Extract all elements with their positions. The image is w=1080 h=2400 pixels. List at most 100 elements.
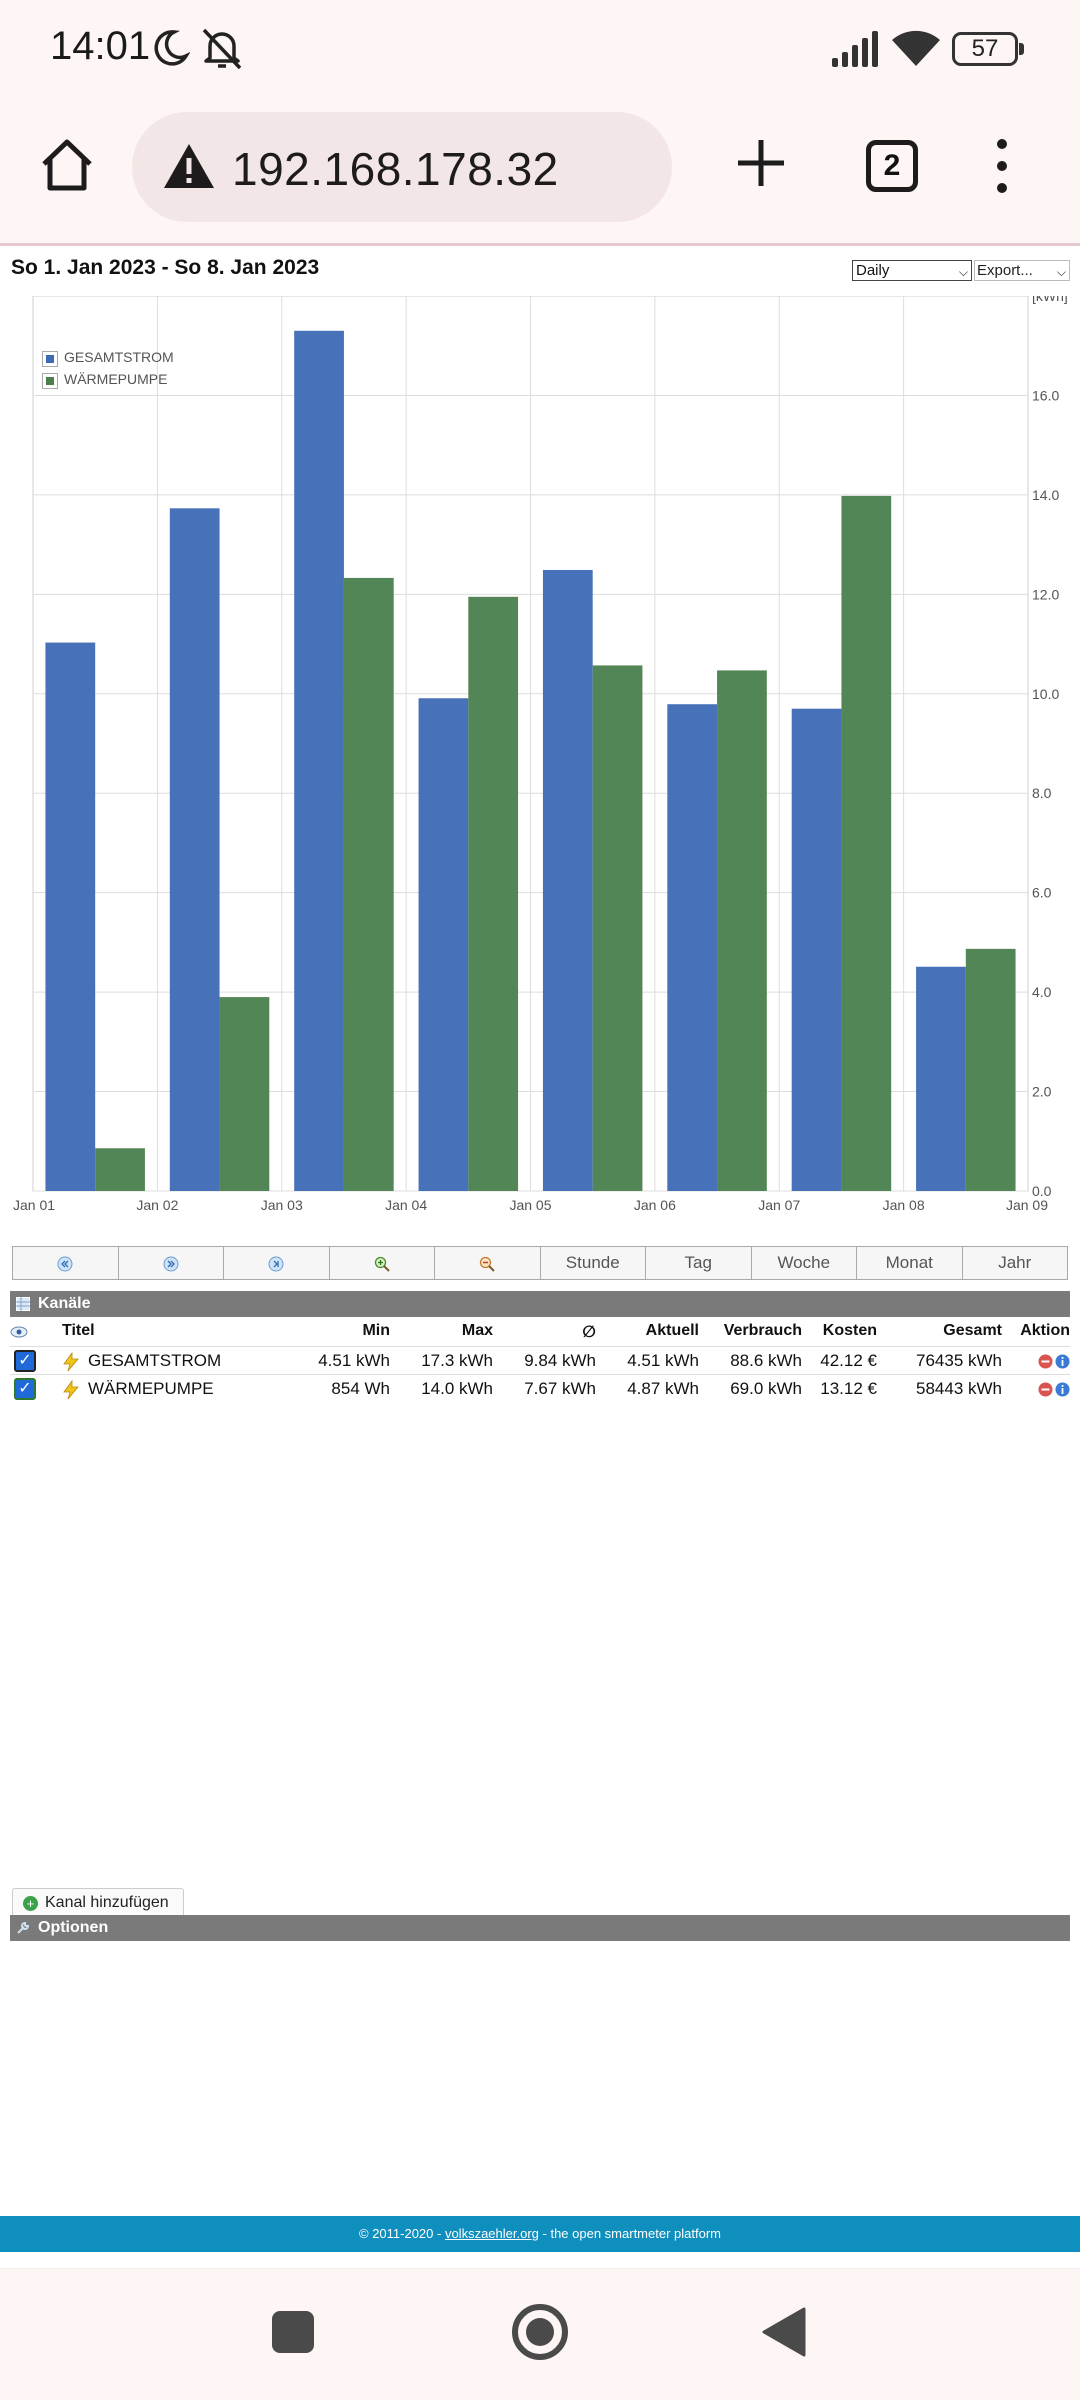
tab-switcher-button[interactable]: 2 [866,140,918,192]
add-channel-button[interactable]: + Kanal hinzufügen [12,1888,184,1918]
y-tick-label: 8.0 [1032,785,1052,801]
channel-visible-checkbox[interactable]: ✓ [14,1378,36,1400]
export-select[interactable]: Export... ⌵ [974,260,1070,281]
period-year-button[interactable]: Jahr [962,1247,1067,1279]
table-icon [16,1297,30,1311]
col-header-min: Min [362,1322,390,1339]
fast-forward-icon [163,1256,179,1272]
bar [542,569,593,1191]
y-tick-label: 4.0 [1032,984,1052,1000]
bar [45,642,96,1191]
zoom-in-icon [374,1256,390,1272]
channel-title: WÄRMEPUMPE [88,1379,214,1398]
x-tick-label: Jan 03 [261,1197,303,1213]
channel-min: 4.51 kWh [318,1351,390,1370]
recents-button[interactable] [272,2311,314,2353]
y-tick-label: 16.0 [1032,387,1059,403]
eye-icon [10,1326,28,1338]
x-tick-label: Jan 04 [385,1197,427,1213]
interval-select[interactable]: Daily ⌵ [852,260,972,281]
back-icon[interactable] [762,2307,806,2357]
status-bar: 14:01 57 [0,0,1080,100]
warning-icon[interactable] [162,142,216,190]
bar [841,495,892,1192]
col-header-consumption: Verbrauch [723,1322,802,1339]
system-navigation-bar [0,2268,1080,2400]
channel-max: 14.0 kWh [421,1379,493,1398]
footer-link[interactable]: volkszaehler.org [444,2226,539,2241]
legend-label: WÄRMEPUMPE [64,371,168,387]
footer: © 2011-2020 - volkszaehler.org - the ope… [0,2216,1080,2252]
address-bar[interactable]: 192.168.178.32 [132,112,672,222]
period-week-button[interactable]: Woche [751,1247,857,1279]
zoom-in-button[interactable] [329,1247,435,1279]
skip-end-icon [268,1256,284,1272]
channel-visible-checkbox[interactable]: ✓ [14,1350,36,1372]
system-home-button[interactable] [512,2304,568,2360]
col-header-action: Aktion [1020,1322,1070,1339]
options-section-header[interactable]: Optionen [10,1915,1070,1941]
channel-total: 76435 kWh [916,1351,1002,1370]
y-tick-label: 12.0 [1032,586,1059,602]
channel-consumption: 69.0 kWh [730,1379,802,1398]
period-month-button[interactable]: Monat [857,1247,963,1279]
chevron-down-icon: ⌵ [1056,265,1066,279]
bar [965,948,1016,1191]
battery-indicator: 57 [952,32,1024,66]
browser-toolbar: 192.168.178.32 2 [0,100,1080,240]
zoom-out-icon [480,1256,495,1272]
y-axis-unit: [kWh] [1032,296,1068,304]
interval-select-value: Daily [856,262,890,279]
channel-total: 58443 kWh [916,1379,1002,1398]
x-tick-label: Jan 05 [509,1197,551,1213]
legend-label: GESAMTSTROM [64,349,174,365]
bar [169,508,220,1191]
col-header-avg: ∅ [582,1324,596,1341]
jump-now-button[interactable] [224,1247,330,1279]
export-select-value: Export... [977,262,1033,279]
delete-icon[interactable] [1038,1354,1053,1369]
channels-section-header[interactable]: Kanäle [10,1291,1070,1317]
channel-title: GESAMTSTROM [88,1351,222,1370]
chevron-down-icon: ⌵ [958,265,968,279]
period-hour-button[interactable]: Stunde [540,1247,646,1279]
toolbar-divider [0,243,1080,246]
bar [418,698,469,1191]
jump-forward-button[interactable] [118,1247,224,1279]
x-tick-label: Jan 06 [634,1197,676,1213]
bar [468,596,519,1191]
channel-table: Titel Min Max ∅ Aktuell Verbrauch Kosten… [10,1322,1070,1402]
add-icon: + [23,1896,38,1911]
period-day-button[interactable]: Tag [646,1247,752,1279]
lightning-icon [63,1352,79,1372]
delete-icon[interactable] [1038,1382,1053,1397]
add-channel-label: Kanal hinzufügen [45,1894,169,1911]
zoom-out-button[interactable] [435,1247,541,1279]
chart[interactable]: 0.0 2.0 4.0 6.0 8.0 10.0 12.0 14.0 16.0 [kWh] Jan … [0,296,1080,1226]
jump-back-button[interactable] [13,1247,119,1279]
channels-section-title: Kanäle [38,1295,91,1312]
more-menu-icon[interactable] [990,136,1014,196]
col-header-max: Max [461,1322,493,1339]
plus-icon[interactable] [734,136,788,190]
channel-cost: 13.12 € [820,1379,877,1398]
chart-plot[interactable]: 0.0 2.0 4.0 6.0 8.0 10.0 12.0 14.0 16.0 [kWh] Jan … [0,296,1080,1226]
info-icon[interactable] [1055,1354,1070,1369]
clock: 14:01 [50,24,151,68]
y-tick-label: 0.0 [1032,1183,1052,1199]
x-tick-label: Jan 01 [13,1197,55,1213]
battery-level: 57 [952,32,1018,66]
url-text[interactable]: 192.168.178.32 [232,143,559,195]
y-tick-label: 14.0 [1032,487,1059,503]
range-title: So 1. Jan 2023 - So 8. Jan 2023 [11,256,320,279]
bar [95,1148,145,1191]
channel-max: 17.3 kWh [421,1351,493,1370]
info-icon[interactable] [1055,1382,1070,1397]
bar [791,708,842,1191]
channel-consumption: 88.6 kWh [730,1351,802,1370]
legend-swatch [46,377,54,385]
x-tick-label: Jan 08 [883,1197,925,1213]
x-tick-label: Jan 02 [136,1197,178,1213]
home-icon[interactable] [36,134,98,196]
channel-current: 4.87 kWh [627,1379,699,1398]
